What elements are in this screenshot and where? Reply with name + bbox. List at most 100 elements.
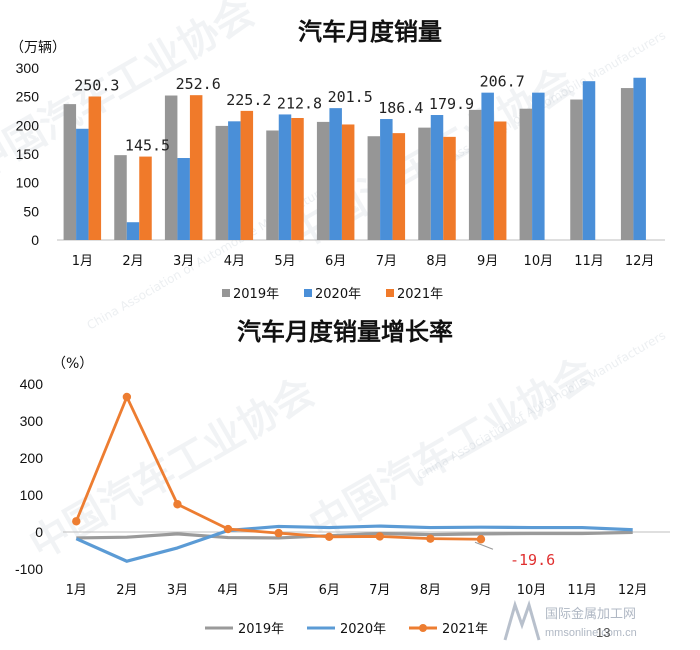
bar-chart-data-label: 145.5	[125, 137, 170, 155]
logo-cn-text: 国际金属加工网	[545, 606, 636, 622]
line-chart: 汽车月度销量增长率 （%） -100 0 100 200 300 400 1月 2月 3月 4月 5…	[15, 318, 670, 637]
bar-chart-title: 汽车月度销量	[298, 18, 442, 46]
line-chart-legend: 2019年 2020年 2021年	[205, 622, 488, 637]
bar-chart-x-tick-label: 10月	[524, 254, 554, 269]
bar-chart-legend-swatch	[222, 289, 230, 297]
bar-chart-y-tick-label: 200	[16, 117, 40, 133]
bar-chart-legend: 2019年 2020年 2021年	[222, 287, 443, 302]
bar-2021年-6月	[341, 124, 355, 240]
bar-2021年-8月	[443, 136, 456, 240]
bar-chart-x-tick-label: 11月	[574, 254, 604, 269]
bar-2020年-10月	[532, 92, 545, 240]
bar-chart-y-tick-label: 50	[23, 203, 39, 219]
bar-2019年-10月	[519, 108, 533, 240]
line-chart-legend-marker	[419, 624, 427, 632]
line-chart-series	[72, 392, 633, 563]
bar-chart-data-label: 225.2	[226, 91, 271, 109]
line-point-2021年	[426, 534, 435, 543]
line-chart-annotation-leader	[474, 541, 494, 550]
bar-chart-legend-swatch	[304, 289, 312, 297]
line-chart-x-tick-label: 3月	[167, 583, 188, 598]
bar-chart-y-tick-label: 150	[16, 146, 40, 162]
line-point-2021年	[173, 500, 182, 509]
line-chart-y-tick-label: 200	[20, 450, 44, 466]
line-chart-x-tick-label: 1月	[66, 583, 87, 598]
line-point-2021年	[375, 532, 384, 541]
bar-2020年-1月	[76, 128, 89, 240]
bar-chart-y-tick-label: 250	[16, 89, 40, 105]
line-chart-legend-label: 2019年	[238, 622, 284, 637]
line-chart-x-tick-label: 8月	[420, 583, 441, 598]
line-chart-x-tick-label: 5月	[268, 583, 289, 598]
bar-chart-unit-label: （万辆）	[10, 40, 66, 56]
line-chart-y-tick-label: 300	[20, 413, 44, 429]
line-point-2021年	[476, 535, 486, 544]
bar-chart-data-label: 212.8	[277, 94, 322, 112]
bar-chart-x-tick-label: 2月	[122, 254, 143, 269]
bar-chart-data-label: 252.6	[176, 75, 221, 93]
bar-2020年-6月	[329, 108, 342, 240]
bar-chart-legend-label: 2020年	[315, 287, 361, 302]
line-chart-unit-label: （%）	[52, 356, 93, 372]
line-point-2021年	[274, 528, 283, 538]
bar-chart-legend-label: 2021年	[397, 287, 443, 302]
bar-chart-data-label: 179.9	[429, 95, 474, 113]
line-chart-x-tick-label: 6月	[319, 583, 340, 598]
bar-2019年-11月	[570, 99, 583, 241]
footer: 国际金属加工网 mmsonline.com.cn 13	[503, 600, 637, 641]
line-chart-x-tick-label: 10月	[517, 583, 547, 598]
line-chart-x-tick-label: 7月	[369, 583, 390, 598]
bar-2019年-8月	[418, 127, 431, 240]
page-number: 13	[596, 625, 610, 640]
bar-chart-data-labels: 250.3 145.5 252.6 225.2 212.8 201.5 186.4 179.9…	[74, 73, 524, 155]
bar-chart-data-label: 250.3	[74, 76, 119, 94]
bar-chart-data-label: 206.7	[480, 73, 525, 91]
bar-chart: 汽车月度销量 （万辆） 0 50 100 150 200 250 300 1月 2月 3月 4月 5月…	[10, 18, 665, 302]
bar-2021年-1月	[88, 96, 102, 241]
bar-2019年-3月	[164, 95, 178, 241]
bar-2019年-6月	[316, 121, 330, 240]
bar-2020年-9月	[481, 92, 494, 240]
line-chart-y-tick-label: 100	[20, 487, 44, 503]
bar-chart-y-tick-label: 300	[16, 60, 40, 76]
bar-2021年-3月	[189, 95, 203, 241]
bar-2020年-12月	[633, 77, 646, 240]
bar-chart-x-tick-label: 5月	[274, 254, 295, 269]
line-point-2021年	[223, 524, 233, 534]
line-point-2021年	[72, 517, 81, 526]
logo-en-text: mmsonline.com.cn	[545, 627, 637, 639]
bar-chart-x-tick-label: 12月	[625, 254, 655, 269]
bar-chart-bars	[63, 77, 646, 241]
bar-2020年-5月	[278, 114, 292, 240]
bar-chart-y-tick-label: 100	[16, 175, 40, 191]
line-chart-y-tick-label: 0	[35, 524, 43, 540]
watermark-en-3: China Association of Automobile Manufact…	[415, 328, 669, 482]
bar-chart-data-label: 201.5	[328, 88, 373, 106]
bar-2021年-7月	[392, 133, 406, 240]
bar-chart-x-tick-label: 9月	[477, 254, 498, 269]
bar-2020年-8月	[430, 115, 444, 240]
bar-2020年-3月	[177, 158, 190, 240]
line-chart-y-tick-label: 400	[20, 376, 44, 392]
bar-2020年-4月	[228, 121, 241, 240]
bar-2021年-4月	[240, 110, 254, 240]
line-chart-x-tick-label: 4月	[217, 583, 238, 598]
bar-chart-x-tick-label: 6月	[325, 254, 346, 269]
bar-2019年-7月	[367, 136, 381, 240]
bar-2021年-5月	[291, 117, 304, 240]
site-logo: 国际金属加工网 mmsonline.com.cn	[503, 600, 637, 641]
bar-2020年-7月	[380, 119, 393, 240]
bar-2019年-9月	[468, 109, 482, 240]
line-chart-x-tick-label: 2月	[116, 583, 137, 598]
line-chart-axes: -100 0 100 200 300 400 1月 2月 3月 4月 5月 6月 7月 8月 9月 10月 11…	[15, 376, 670, 598]
bar-chart-axes: 0 50 100 150 200 250 300 1月 2月 3月 4月 5月 6月 7月 8月 9月 10月 1…	[16, 60, 665, 269]
bar-2019年-1月	[63, 104, 77, 241]
bar-2020年-2月	[126, 222, 140, 240]
line-series-2019年	[76, 530, 633, 540]
bar-chart-x-tick-label: 8月	[426, 254, 447, 269]
line-chart-legend-label: 2021年	[442, 622, 488, 637]
line-chart-x-tick-label: 11月	[567, 583, 597, 598]
bar-chart-data-label: 186.4	[378, 99, 423, 117]
bar-chart-y-tick-label: 0	[31, 232, 39, 248]
